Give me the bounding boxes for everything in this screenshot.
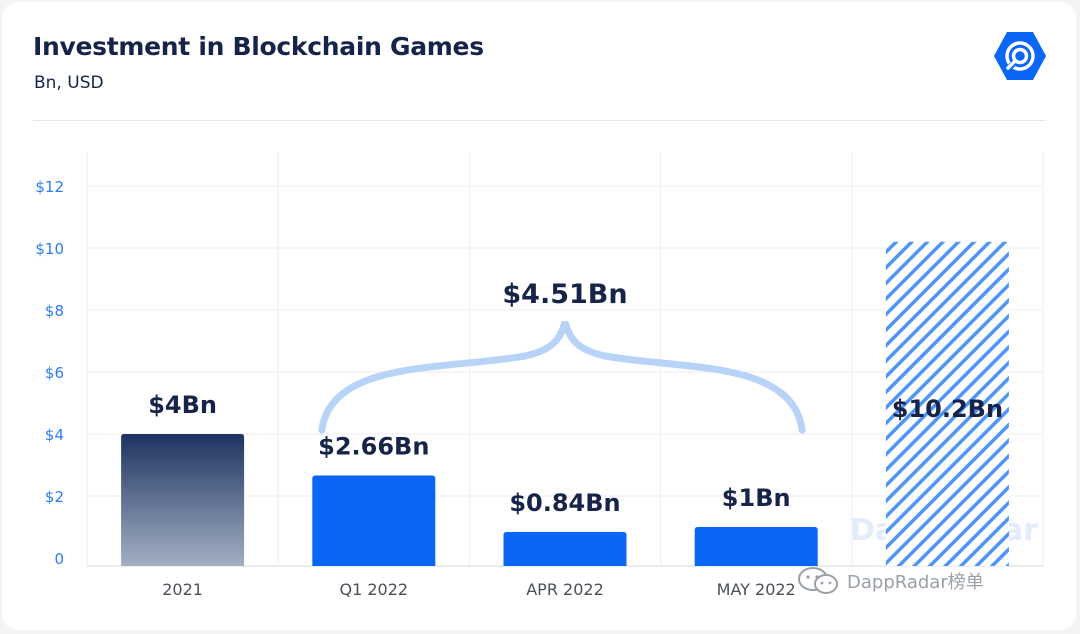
- chart-title: Investment in Blockchain Games: [33, 32, 484, 61]
- x-tick-label: APR 2022: [526, 580, 604, 599]
- y-tick-label: 0: [54, 550, 64, 568]
- y-tick-label: $8: [45, 302, 64, 320]
- x-tick-label: 2021: [162, 580, 203, 599]
- chart-subtitle: Bn, USD: [34, 73, 104, 93]
- y-tick-label: $4: [45, 426, 64, 444]
- y-tick-label: $6: [45, 364, 64, 382]
- annotation-label: $4.51Bn: [502, 279, 627, 310]
- data-label: $1Bn: [722, 484, 791, 512]
- data-label: $10.2Bn: [892, 395, 1003, 423]
- y-tick-label: $12: [35, 178, 64, 196]
- watermark-text: DappRadar榜单: [847, 572, 984, 593]
- header-divider: [33, 120, 1045, 121]
- data-label: $0.84Bn: [509, 489, 620, 517]
- data-label: $4Bn: [148, 391, 217, 419]
- bar: [312, 475, 436, 566]
- watermark: DappRadar榜单: [797, 566, 984, 596]
- bar: [121, 434, 245, 566]
- bar: [503, 531, 627, 566]
- x-tick-label: MAY 2022: [717, 580, 796, 599]
- bar: [694, 527, 818, 566]
- y-tick-label: $2: [45, 488, 64, 506]
- bracket-annotation: [318, 321, 806, 434]
- x-tick-label: Q1 2022: [340, 580, 409, 599]
- dappradar-hexagon-icon: [994, 32, 1046, 80]
- y-tick-label: $10: [35, 240, 64, 258]
- wechat-icon: [798, 567, 838, 594]
- bar: [885, 241, 1009, 567]
- data-label: $2.66Bn: [318, 433, 429, 461]
